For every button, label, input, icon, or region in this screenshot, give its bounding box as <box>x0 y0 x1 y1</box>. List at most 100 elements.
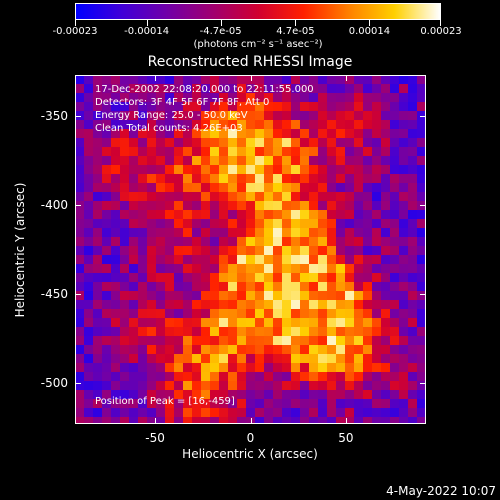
heatmap-cell <box>309 84 318 93</box>
heatmap-cell <box>210 264 219 273</box>
heatmap-cell <box>93 363 102 372</box>
heatmap-cell <box>255 282 264 291</box>
heatmap-cell <box>102 174 111 183</box>
heatmap-cell <box>102 390 111 399</box>
heatmap-cell <box>156 156 165 165</box>
heatmap-cell <box>345 147 354 156</box>
heatmap-cell <box>300 228 309 237</box>
heatmap-cell <box>264 255 273 264</box>
heatmap-cell <box>138 291 147 300</box>
colorbar-tick-label: 4.7e-05 <box>276 26 315 37</box>
heatmap-cell <box>417 282 426 291</box>
heatmap-cell <box>84 291 93 300</box>
heatmap-cell <box>174 291 183 300</box>
heatmap-cell <box>156 417 165 424</box>
heatmap-cell <box>237 75 246 84</box>
heatmap-cell <box>291 228 300 237</box>
heatmap-cell <box>138 282 147 291</box>
heatmap-cell <box>255 264 264 273</box>
heatmap-cell <box>318 129 327 138</box>
heatmap-cell <box>327 102 336 111</box>
heatmap-cell <box>336 75 345 84</box>
heatmap-cell <box>192 102 201 111</box>
heatmap-cell <box>408 417 417 424</box>
heatmap-cell <box>156 183 165 192</box>
heatmap-cell <box>93 111 102 120</box>
heatmap-cell <box>390 408 399 417</box>
heatmap-cell <box>354 417 363 424</box>
heatmap-cell <box>309 210 318 219</box>
heatmap-cell <box>354 120 363 129</box>
heatmap-cell <box>138 93 147 102</box>
heatmap-cell <box>237 291 246 300</box>
heatmap-cell <box>255 156 264 165</box>
heatmap-cell <box>354 264 363 273</box>
heatmap-cell <box>273 336 282 345</box>
heatmap-cell <box>363 147 372 156</box>
heatmap-cell <box>264 183 273 192</box>
heatmap-cell <box>228 300 237 309</box>
heatmap-cell <box>228 318 237 327</box>
heatmap-cell <box>417 417 426 424</box>
heatmap-cell <box>201 417 210 424</box>
heatmap-cell <box>345 399 354 408</box>
heatmap-cell <box>399 93 408 102</box>
heatmap-cell <box>237 156 246 165</box>
heatmap-cell <box>120 363 129 372</box>
heatmap-cell <box>264 120 273 129</box>
heatmap-cell <box>156 408 165 417</box>
heatmap-cell <box>372 327 381 336</box>
heatmap-cell <box>156 372 165 381</box>
heatmap-cell <box>201 183 210 192</box>
heatmap-cell <box>120 372 129 381</box>
heatmap-cell <box>210 300 219 309</box>
heatmap-cell <box>327 219 336 228</box>
heatmap-cell <box>120 318 129 327</box>
heatmap-cell <box>210 219 219 228</box>
heatmap-cell <box>102 318 111 327</box>
heatmap-cell <box>381 147 390 156</box>
heatmap-cell <box>201 300 210 309</box>
heatmap-cell <box>120 273 129 282</box>
heatmap-cell <box>165 156 174 165</box>
heatmap-cell <box>300 273 309 282</box>
heatmap-cell <box>417 327 426 336</box>
heatmap-cell <box>372 102 381 111</box>
heatmap-cell <box>273 165 282 174</box>
heatmap-cell <box>381 417 390 424</box>
heatmap-cell <box>381 138 390 147</box>
heatmap-cell <box>174 390 183 399</box>
heatmap-cell <box>354 318 363 327</box>
heatmap-cell <box>264 363 273 372</box>
heatmap-cell <box>291 336 300 345</box>
heatmap-cell <box>381 309 390 318</box>
heatmap-cell <box>327 75 336 84</box>
heatmap-cell <box>291 102 300 111</box>
heatmap-cell <box>156 282 165 291</box>
heatmap-cell <box>300 165 309 174</box>
heatmap-cell <box>255 219 264 228</box>
heatmap-cell <box>300 120 309 129</box>
heatmap-cell <box>300 399 309 408</box>
heatmap-cell <box>75 345 84 354</box>
heatmap-cell <box>318 120 327 129</box>
heatmap-cell <box>300 192 309 201</box>
heatmap-cell <box>183 75 192 84</box>
heatmap-cell <box>363 381 372 390</box>
heatmap-cell <box>174 84 183 93</box>
heatmap-cell <box>165 165 174 174</box>
heatmap-cell <box>399 228 408 237</box>
heatmap-cell <box>345 102 354 111</box>
heatmap-cell <box>237 336 246 345</box>
heatmap-cell <box>219 336 228 345</box>
heatmap-cell <box>264 228 273 237</box>
heatmap-cell <box>291 192 300 201</box>
heatmap-cell <box>246 237 255 246</box>
heatmap-cell <box>192 363 201 372</box>
heatmap-cell <box>147 201 156 210</box>
heatmap-cell <box>156 201 165 210</box>
heatmap-cell <box>93 408 102 417</box>
heatmap-cell <box>264 345 273 354</box>
heatmap-cell <box>102 201 111 210</box>
heatmap-cell <box>318 372 327 381</box>
